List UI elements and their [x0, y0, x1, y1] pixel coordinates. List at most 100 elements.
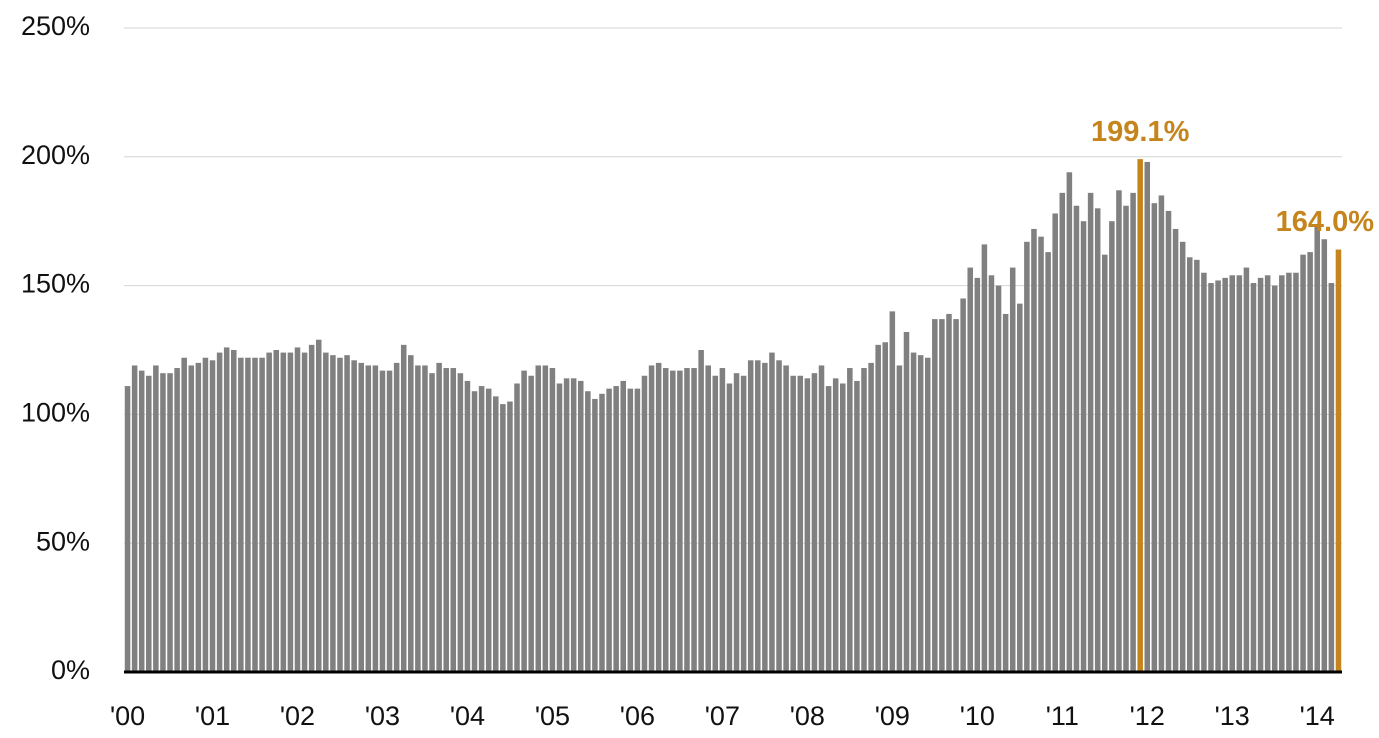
- bar: [818, 365, 825, 672]
- bar: [443, 368, 449, 672]
- y-tick-label: 200%: [21, 140, 90, 170]
- bar: [464, 380, 471, 672]
- bar: [400, 344, 407, 672]
- value-label: 199.1%: [1091, 116, 1190, 148]
- x-tick-label: '02: [280, 701, 315, 731]
- bar: [202, 357, 209, 672]
- bar: [1102, 254, 1108, 673]
- x-tick-label: '00: [110, 701, 145, 731]
- bar: [1335, 249, 1342, 672]
- bar: [698, 350, 704, 672]
- bar: [988, 275, 995, 672]
- bar: [415, 365, 421, 672]
- bar: [783, 365, 789, 672]
- bar: [1271, 285, 1278, 672]
- bar: [684, 368, 690, 672]
- bar: [393, 362, 400, 672]
- bar: [903, 331, 910, 672]
- bar: [882, 342, 889, 672]
- y-tick-label: 50%: [36, 526, 90, 556]
- bar: [507, 401, 513, 672]
- bar: [153, 365, 159, 672]
- bar: [1186, 257, 1193, 672]
- bar: [351, 360, 357, 672]
- bar: [1087, 192, 1094, 672]
- bar: [542, 365, 549, 672]
- bar: [471, 391, 478, 672]
- bar: [811, 373, 818, 672]
- x-tick-label: '13: [1215, 701, 1250, 731]
- bar: [1321, 239, 1328, 672]
- bar: [1052, 213, 1058, 673]
- bar: [1194, 259, 1200, 672]
- bar: [131, 365, 138, 672]
- bar: [1123, 205, 1129, 672]
- bar: [528, 375, 534, 672]
- bar: [344, 355, 350, 672]
- bar: [832, 378, 839, 672]
- bar: [577, 380, 584, 672]
- bar: [790, 375, 796, 672]
- bar: [769, 352, 775, 672]
- bar: [188, 365, 195, 672]
- bar: [379, 370, 386, 672]
- bar: [946, 313, 952, 672]
- bar: [273, 350, 280, 672]
- bar: [1300, 254, 1306, 673]
- bar: [662, 368, 669, 672]
- bar: [294, 347, 301, 672]
- bar: [1031, 228, 1037, 673]
- bar: [627, 388, 634, 672]
- bar: [521, 370, 527, 672]
- bar: [655, 362, 662, 672]
- bar: [1201, 272, 1207, 672]
- x-tick-label: '14: [1300, 701, 1335, 731]
- bar: [889, 311, 896, 672]
- bar: [719, 368, 726, 672]
- bar: [1286, 272, 1292, 672]
- bar: [1002, 313, 1009, 672]
- bar: [776, 360, 782, 672]
- bar: [967, 267, 973, 672]
- bar: [330, 355, 336, 672]
- bar: [450, 368, 457, 672]
- bar: [535, 365, 542, 672]
- bar: [1158, 195, 1165, 672]
- bar: [1038, 236, 1044, 672]
- bar: [563, 378, 570, 672]
- bar: [181, 357, 187, 672]
- bar: [691, 368, 697, 672]
- bar: [825, 386, 832, 672]
- bar: [1094, 208, 1101, 672]
- bar: [337, 357, 343, 672]
- bar: [436, 362, 442, 672]
- bar: [195, 362, 202, 672]
- bar: [323, 352, 329, 672]
- bar: [924, 357, 931, 672]
- bar: [585, 391, 591, 672]
- bar: [932, 319, 938, 672]
- bar: [847, 368, 853, 672]
- bar: [287, 352, 294, 672]
- bar: [245, 357, 251, 672]
- x-tick-label: '04: [450, 701, 485, 731]
- bar: [804, 378, 811, 672]
- bar: [493, 396, 499, 672]
- x-tick-label: '10: [960, 701, 995, 731]
- bar: [839, 383, 846, 672]
- x-tick-label: '12: [1130, 701, 1165, 731]
- bar: [1179, 241, 1186, 673]
- bar: [854, 380, 860, 672]
- bar: [953, 319, 959, 672]
- x-tick-label: '06: [620, 701, 655, 731]
- bar: [570, 378, 577, 672]
- bar: [1109, 221, 1115, 672]
- bar: [670, 370, 676, 672]
- bar: [995, 285, 1002, 672]
- bar: [620, 380, 627, 672]
- bar: [167, 373, 173, 672]
- bar: [365, 365, 372, 672]
- bar: [733, 373, 740, 672]
- bar: [1151, 203, 1158, 672]
